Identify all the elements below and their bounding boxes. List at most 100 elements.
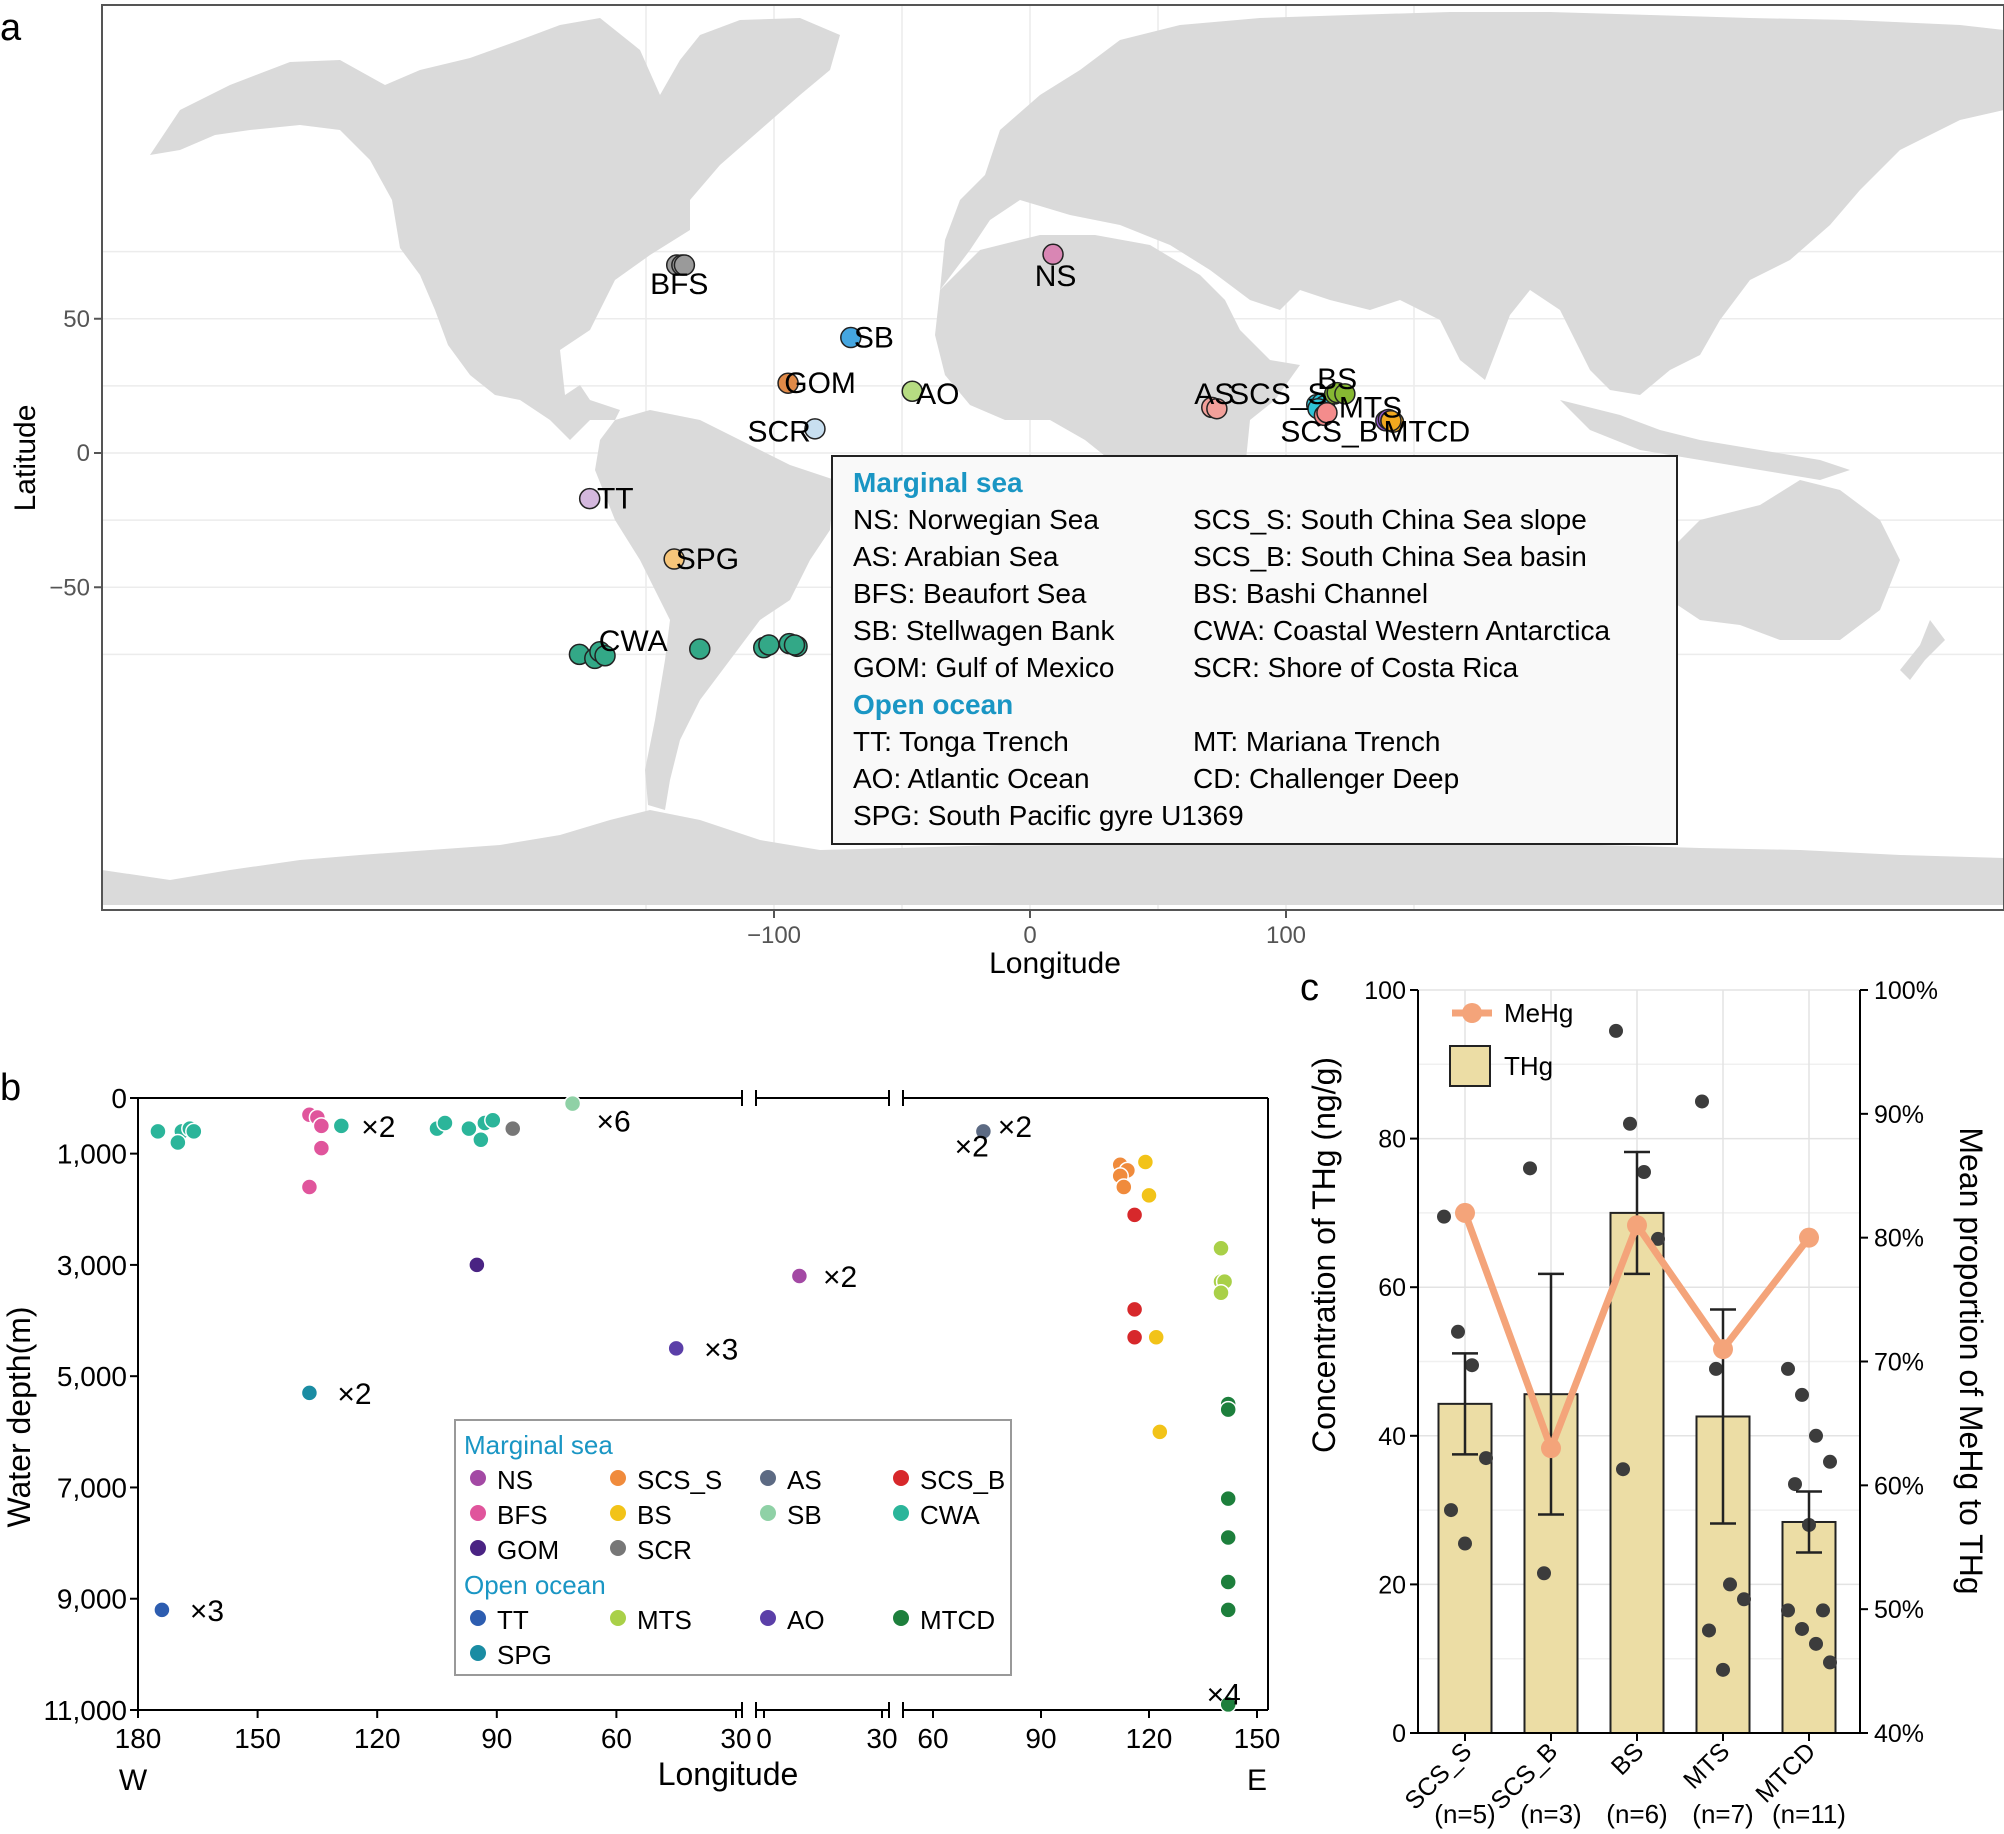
depth-plot-x-axis-label: Longitude [658, 1756, 799, 1792]
map-site-label-cwa: CWA [599, 625, 668, 658]
map-legend-entry: CWA: Coastal Western Antarctica [1193, 615, 1610, 646]
depth-legend-swatch [610, 1505, 626, 1521]
map-legend-group-title: Open ocean [853, 689, 1013, 720]
map-site-label-mtcd: MTCD [1383, 416, 1470, 449]
depth-point-cwa [472, 1130, 490, 1149]
depth-x-tick-label: 30 [720, 1723, 751, 1754]
depth-legend-entry: AO [787, 1605, 825, 1635]
map-site-point-bfs [673, 254, 696, 276]
thg-sample-point [1823, 1454, 1837, 1469]
mehg-point-mts [1713, 1339, 1733, 1360]
map-site-label-ns: NS [1035, 260, 1077, 293]
map-legend: Marginal sea NS: Norwegian Sea SCS_S: Sout… [831, 455, 1678, 845]
bar-sample-count: (n=3) [1520, 1799, 1581, 1829]
depth-legend-swatch [760, 1470, 776, 1486]
depth-point-mts [1212, 1239, 1230, 1257]
legend-thg-swatch [1449, 1045, 1491, 1087]
depth-x-tick-label: 120 [1126, 1723, 1173, 1754]
bar-chart-mehg-line [1455, 1202, 1819, 1459]
map-site-label-gom: GOM [784, 367, 856, 400]
bar-y2-tick-label: 70% [1874, 1349, 1924, 1377]
depth-legend-swatch [893, 1610, 909, 1626]
thg-sample-point [1444, 1503, 1458, 1518]
depth-plot-annotations: ×2 ×6 ×2 ×3 ×3 ×2 ×2 ×2 ×4 [190, 1105, 1241, 1711]
map-site-label-spg: SPG [676, 543, 739, 576]
depth-point-bfs [312, 1139, 331, 1157]
map-legend-entry: CD: Challenger Deep [1193, 763, 1459, 794]
map-site-point-mtcd [1380, 410, 1402, 432]
depth-point-mtcd [1219, 1489, 1237, 1508]
map-site-label-scr: SCR [747, 416, 810, 449]
panel-label-a: a [0, 7, 22, 49]
depth-x-tick-label: 0 [756, 1723, 772, 1754]
thg-sample-point [1709, 1361, 1723, 1376]
bar-y-tick-label: 60 [1378, 1274, 1406, 1302]
map-y-tick-label: 50 [63, 306, 90, 333]
depth-count-annotation: ×3 [190, 1595, 224, 1628]
panel-c-bar-chart: c 02040608010040%50%60%70%80%90%100%SCS_… [1300, 967, 1989, 1829]
depth-legend-entry: SCS_B [920, 1465, 1005, 1495]
depth-x-tick-label: 90 [481, 1723, 512, 1754]
map-site-label-bfs: BFS [650, 268, 708, 301]
depth-legend-entry: CWA [920, 1500, 980, 1530]
map-legend-entry: NS: Norwegian Sea [853, 504, 1099, 535]
depth-point-spg [300, 1384, 319, 1402]
depth-x-tick-label: 150 [234, 1723, 281, 1754]
map-site-label-scs_b: SCS_B [1280, 416, 1378, 449]
thg-sample-point [1795, 1621, 1809, 1636]
map-legend-entry: BS: Bashi Channel [1193, 578, 1428, 609]
map-legend-entry: AS: Arabian Sea [853, 541, 1059, 572]
thg-sample-point [1609, 1023, 1623, 1038]
thg-sample-point [1451, 1324, 1465, 1339]
map-x-tick-label: 0 [1023, 922, 1036, 949]
thg-bar-mtcd [1781, 1520, 1837, 1735]
depth-legend-entry: GOM [497, 1535, 559, 1565]
thg-sample-point [1781, 1361, 1795, 1376]
map-legend-entry: SPG: South Pacific gyre U1369 [853, 800, 1244, 831]
map-legend-entry: GOM: Gulf of Mexico [853, 652, 1114, 683]
bar-y2-tick-label: 80% [1874, 1225, 1924, 1253]
map-x-tick-label: −100 [747, 922, 801, 949]
panel-label-b: b [0, 1067, 21, 1109]
map-site-label-sb: SB [854, 322, 894, 355]
depth-point-cwa [460, 1119, 478, 1138]
depth-y-tick-label: 11,000 [43, 1695, 127, 1726]
depth-point-cwa [185, 1122, 203, 1141]
thg-sample-point [1651, 1231, 1665, 1246]
thg-sample-point [1479, 1451, 1493, 1466]
depth-legend-swatch [470, 1505, 486, 1521]
depth-point-cwa [436, 1114, 454, 1132]
depth-legend-swatch [470, 1540, 486, 1556]
bar-y-tick-label: 20 [1378, 1571, 1406, 1599]
bar-chart-y-axis-label: Concentration of THg (ng/g) [1306, 1057, 1342, 1453]
depth-count-annotation: ×2 [998, 1111, 1032, 1144]
thg-sample-point [1716, 1662, 1730, 1677]
map-axis-ticks: −100 0 100 50 0 −50 [49, 306, 1306, 949]
depth-legend-swatch [610, 1610, 626, 1626]
map-site-point-gom [777, 372, 799, 394]
depth-legend-entry: SCS_S [637, 1465, 722, 1495]
thg-sample-point [1816, 1603, 1830, 1618]
depth-count-annotation: ×3 [704, 1333, 738, 1366]
bar-chart-legend: MeHg THg [1449, 998, 1573, 1087]
map-site-point-cwa [758, 634, 780, 656]
map-y-tick-label: 0 [77, 440, 90, 467]
map-site-point-as [1206, 397, 1228, 420]
depth-y-tick-label: 0 [111, 1083, 127, 1114]
thg-sample-point [1623, 1116, 1637, 1131]
depth-legend-swatch [760, 1610, 776, 1626]
legend-mehg-label: MeHg [1504, 998, 1573, 1028]
map-site-point-scs_b [1316, 401, 1338, 424]
depth-point-mtcd [1219, 1400, 1237, 1419]
depth-plot-legend: Marginal sea NS SCS_S AS SCS_B BFS BS SB CWA GOM S… [454, 1419, 1012, 1676]
thg-sample-point [1809, 1428, 1823, 1443]
depth-y-tick-label: 7,000 [57, 1472, 127, 1503]
map-legend-entry: BFS: Beaufort Sea [853, 578, 1087, 609]
map-y-tick-label: −50 [49, 574, 90, 601]
depth-plot-legend-box [454, 1419, 1012, 1676]
depth-x-tick-label: 60 [601, 1723, 632, 1754]
depth-point-sb [563, 1094, 582, 1113]
depth-legend-group-title: Marginal sea [464, 1430, 613, 1460]
depth-x-tick-label: 150 [1234, 1723, 1281, 1754]
